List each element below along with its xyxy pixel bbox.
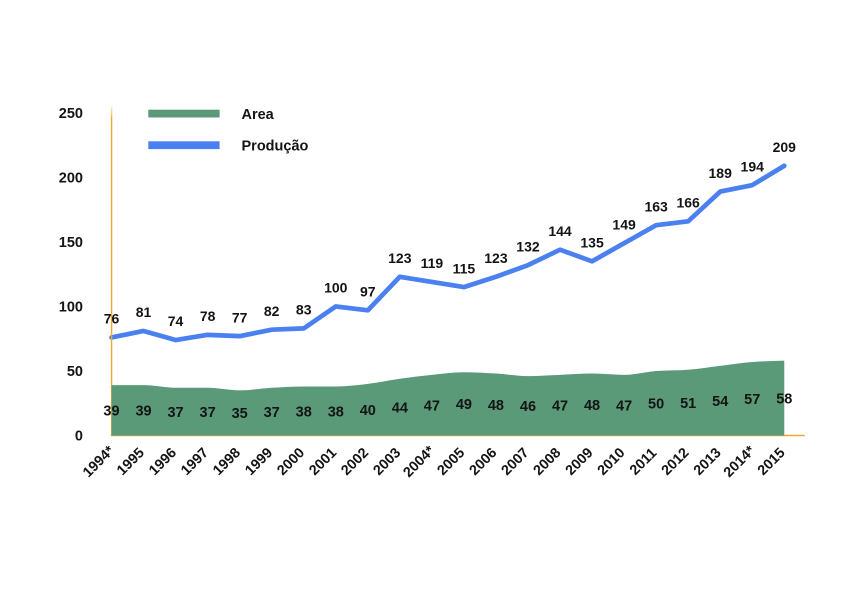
svg-text:58: 58 xyxy=(776,391,792,407)
svg-text:47: 47 xyxy=(424,398,440,414)
svg-text:38: 38 xyxy=(328,404,344,420)
svg-text:83: 83 xyxy=(296,302,312,318)
svg-text:200: 200 xyxy=(59,171,83,187)
svg-text:74: 74 xyxy=(168,313,184,329)
svg-text:54: 54 xyxy=(712,394,728,410)
svg-text:132: 132 xyxy=(516,238,540,254)
svg-text:47: 47 xyxy=(552,398,568,414)
svg-text:47: 47 xyxy=(616,398,632,414)
svg-text:57: 57 xyxy=(744,392,760,408)
svg-text:0: 0 xyxy=(75,429,83,445)
svg-text:50: 50 xyxy=(648,397,664,413)
svg-text:189: 189 xyxy=(709,165,733,181)
svg-text:Area: Area xyxy=(242,107,275,123)
svg-text:48: 48 xyxy=(584,398,600,414)
svg-text:37: 37 xyxy=(167,405,183,421)
svg-text:40: 40 xyxy=(360,403,376,419)
svg-text:44: 44 xyxy=(392,400,408,416)
svg-text:81: 81 xyxy=(136,304,152,320)
svg-text:78: 78 xyxy=(200,308,216,324)
svg-text:209: 209 xyxy=(773,139,797,155)
svg-text:82: 82 xyxy=(264,303,280,319)
svg-text:46: 46 xyxy=(520,399,536,415)
svg-text:51: 51 xyxy=(680,396,696,412)
svg-text:77: 77 xyxy=(232,309,248,325)
svg-text:250: 250 xyxy=(59,106,83,122)
svg-text:100: 100 xyxy=(324,280,348,296)
svg-text:97: 97 xyxy=(360,284,376,300)
svg-text:100: 100 xyxy=(59,300,83,316)
svg-text:123: 123 xyxy=(388,250,412,266)
svg-text:115: 115 xyxy=(453,260,476,276)
svg-text:35: 35 xyxy=(232,406,248,422)
svg-text:39: 39 xyxy=(103,404,119,420)
svg-text:76: 76 xyxy=(104,311,120,327)
svg-text:39: 39 xyxy=(135,404,151,420)
svg-text:Produção: Produção xyxy=(242,138,309,154)
svg-text:37: 37 xyxy=(200,405,216,421)
svg-text:48: 48 xyxy=(488,398,504,414)
svg-text:49: 49 xyxy=(456,397,472,413)
svg-text:37: 37 xyxy=(264,405,280,421)
svg-text:149: 149 xyxy=(612,216,636,232)
svg-text:50: 50 xyxy=(67,364,83,380)
svg-text:119: 119 xyxy=(421,255,444,271)
svg-text:194: 194 xyxy=(741,158,765,174)
svg-text:163: 163 xyxy=(644,198,668,214)
svg-text:144: 144 xyxy=(548,223,572,239)
svg-text:123: 123 xyxy=(484,250,508,266)
svg-text:166: 166 xyxy=(676,194,700,210)
svg-text:135: 135 xyxy=(580,235,604,251)
svg-text:38: 38 xyxy=(296,404,312,420)
svg-text:150: 150 xyxy=(59,235,83,251)
